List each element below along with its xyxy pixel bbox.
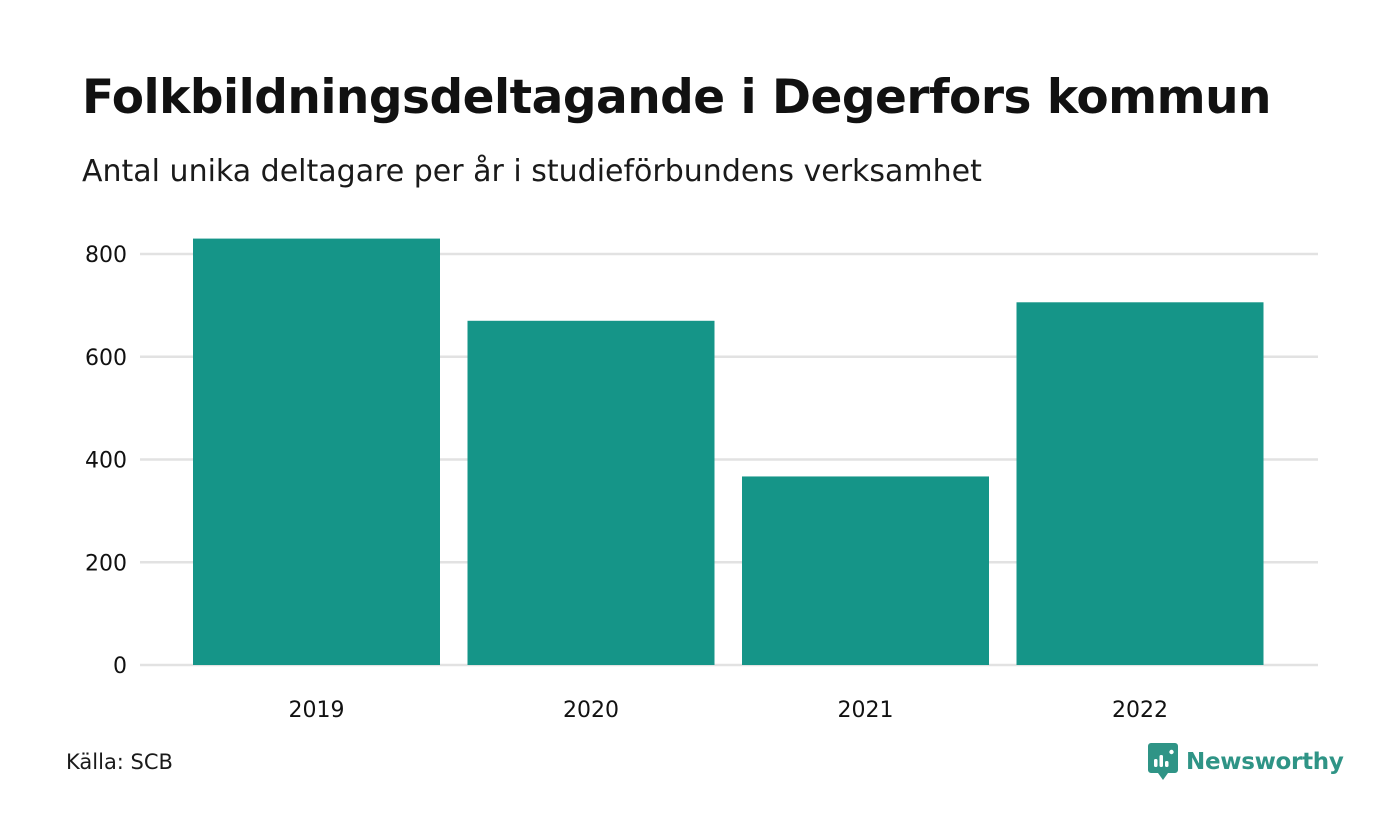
bar xyxy=(1016,302,1264,665)
chart-subtitle: Antal unika deltagare per år i studieför… xyxy=(82,154,982,189)
brand-name: Newsworthy xyxy=(1186,749,1344,775)
newsworthy-logo-icon xyxy=(1148,743,1178,780)
source-label: Källa: SCB xyxy=(66,750,173,774)
x-tick-label: 2019 xyxy=(289,698,345,723)
y-tick-label: 600 xyxy=(85,346,127,371)
bar-chart: 0 200 400 600 800 2019 2020 2021 2022 xyxy=(85,238,1318,723)
chart-title: Folkbildningsdeltagande i Degerfors komm… xyxy=(82,70,1272,125)
bar xyxy=(742,476,989,665)
x-tick-label: 2020 xyxy=(563,698,619,723)
y-tick-label: 200 xyxy=(85,551,127,576)
bar xyxy=(467,320,715,665)
bar xyxy=(193,238,440,665)
x-tick-label: 2022 xyxy=(1112,698,1168,723)
y-tick-label: 400 xyxy=(85,449,127,474)
y-tick-label: 800 xyxy=(85,243,127,268)
y-tick-label: 0 xyxy=(113,654,127,679)
x-tick-label: 2021 xyxy=(838,698,894,723)
brand-logo: Newsworthy xyxy=(1148,743,1344,781)
